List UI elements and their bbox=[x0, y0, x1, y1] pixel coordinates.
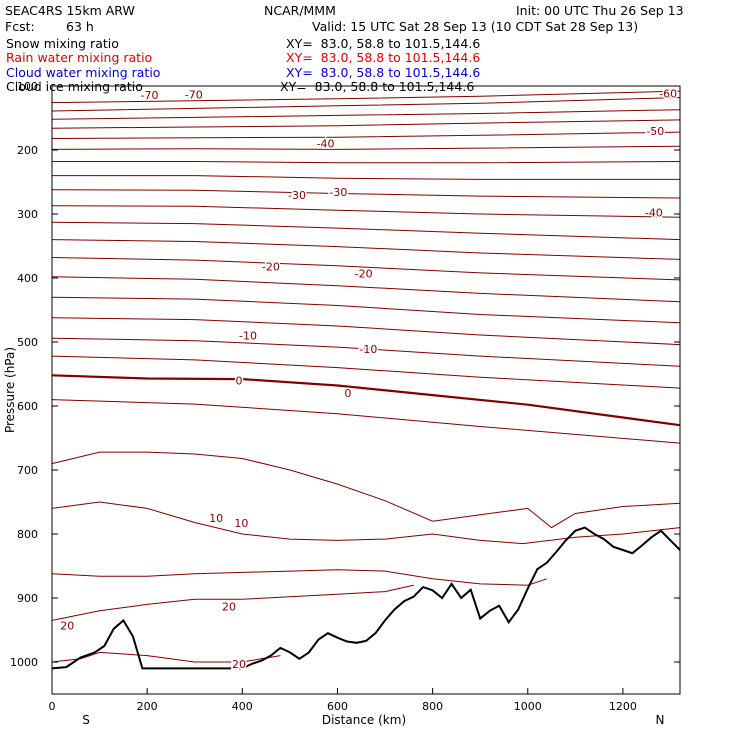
header-init: Init: 00 UTC Thu 26 Sep 13 bbox=[516, 3, 684, 18]
y-tick-label-3: 500 bbox=[17, 336, 38, 349]
y-axis-title: Pressure (hPa) bbox=[3, 347, 17, 433]
y-tick-label-8: 1000 bbox=[10, 656, 38, 669]
header-center: NCAR/MMM bbox=[264, 3, 336, 18]
isotherm-2 bbox=[51, 109, 681, 120]
x-tick-label-0: 0 bbox=[49, 700, 56, 713]
south-end-label: S bbox=[82, 713, 90, 727]
isotherm-9 bbox=[51, 205, 681, 218]
north-end-label: N bbox=[656, 713, 665, 727]
x-tick-label-1: 200 bbox=[137, 700, 158, 713]
isotherm-label-8: -20 bbox=[262, 260, 280, 273]
isotherm-label-9: -20 bbox=[355, 268, 373, 281]
isotherm-8 bbox=[51, 189, 681, 199]
isotherm-label-11: -10 bbox=[359, 343, 377, 356]
terrain-line bbox=[51, 526, 681, 670]
isotherm-15 bbox=[51, 317, 681, 346]
isotherm-label-14: 10 bbox=[209, 512, 223, 525]
isotherm-21 bbox=[51, 501, 681, 545]
y-tick-label-7: 900 bbox=[17, 592, 38, 605]
isotherm-19 bbox=[51, 399, 681, 444]
isotherm-17 bbox=[51, 355, 681, 389]
isotherm-22 bbox=[51, 569, 547, 586]
legend-cloud-water-label: Cloud water mixing ratio bbox=[6, 65, 161, 80]
isotherm-label-4: -40 bbox=[317, 138, 335, 151]
legend-cloud-water-xy: XY= 83.0, 58.8 to 101.5,144.6 bbox=[286, 65, 481, 80]
isotherm-6 bbox=[52, 161, 681, 164]
plot-frame bbox=[51, 85, 681, 695]
isotherm-12 bbox=[51, 257, 681, 281]
y-tick-label-1: 300 bbox=[17, 208, 38, 221]
y-tick-label-top: 100 bbox=[17, 80, 38, 93]
isotherm-5 bbox=[51, 145, 681, 150]
isotherm-16 bbox=[51, 337, 681, 367]
isotherm-label-16: 20 bbox=[222, 600, 236, 613]
header-fcst-value: 63 h bbox=[66, 19, 94, 34]
isotherm-1 bbox=[51, 97, 681, 112]
isotherm-label-13: 0 bbox=[344, 387, 351, 400]
isotherm-0 bbox=[51, 90, 681, 104]
isotherm-14 bbox=[51, 296, 681, 324]
isotherm-4 bbox=[51, 131, 681, 139]
legend-rain-label: Rain water mixing ratio bbox=[6, 50, 153, 65]
isotherm-label-0: -70 bbox=[141, 89, 159, 102]
legend-snow-label: Snow mixing ratio bbox=[6, 36, 119, 51]
isotherm-label-12: 0 bbox=[235, 374, 242, 387]
x-tick-label-2: 400 bbox=[232, 700, 253, 713]
x-axis-title: Distance (km) bbox=[322, 713, 406, 727]
isotherm-label-17: 20 bbox=[60, 620, 74, 633]
isotherm-label-7: -30 bbox=[329, 186, 347, 199]
isotherm-label-1: -70 bbox=[185, 88, 203, 101]
isotherm-3 bbox=[51, 119, 681, 129]
isotherm-label-6: -30 bbox=[288, 189, 306, 202]
header-valid: Valid: 15 UTC Sat 28 Sep 13 (10 CDT Sat … bbox=[312, 19, 639, 34]
isotherm-label-15: 10 bbox=[234, 517, 248, 530]
isotherm-24 bbox=[51, 651, 281, 663]
x-tick-label-5: 1000 bbox=[514, 700, 542, 713]
y-tick-label-4: 600 bbox=[17, 400, 38, 413]
isotherm-18 bbox=[51, 374, 681, 427]
x-tick-label-3: 600 bbox=[327, 700, 348, 713]
isotherm-11 bbox=[51, 239, 681, 260]
x-tick-label-4: 800 bbox=[422, 700, 443, 713]
header-fcst-label: Fcst: bbox=[5, 19, 35, 34]
isotherm-label-18: 20 bbox=[232, 658, 246, 671]
isotherm-label-2: -60 bbox=[659, 88, 677, 101]
isotherm-23 bbox=[51, 584, 414, 621]
y-tick-label-2: 400 bbox=[17, 272, 38, 285]
header-model: SEAC4RS 15km ARW bbox=[5, 3, 135, 18]
isotherm-13 bbox=[51, 276, 681, 303]
legend-rain-xy: XY= 83.0, 58.8 to 101.5,144.6 bbox=[286, 50, 481, 65]
x-tick-label-6: 1200 bbox=[609, 700, 637, 713]
isotherm-20 bbox=[51, 451, 681, 529]
y-tick-label-5: 700 bbox=[17, 464, 38, 477]
isotherm-10 bbox=[51, 221, 681, 241]
y-tick-label-6: 800 bbox=[17, 528, 38, 541]
y-tick-label-0: 200 bbox=[17, 144, 38, 157]
isotherm-label-3: -50 bbox=[646, 125, 664, 138]
isotherm-label-5: -40 bbox=[645, 207, 663, 220]
legend-snow-xy: XY= 83.0, 58.8 to 101.5,144.6 bbox=[286, 36, 481, 51]
isotherm-7 bbox=[52, 175, 680, 180]
isotherm-label-10: -10 bbox=[239, 330, 257, 343]
